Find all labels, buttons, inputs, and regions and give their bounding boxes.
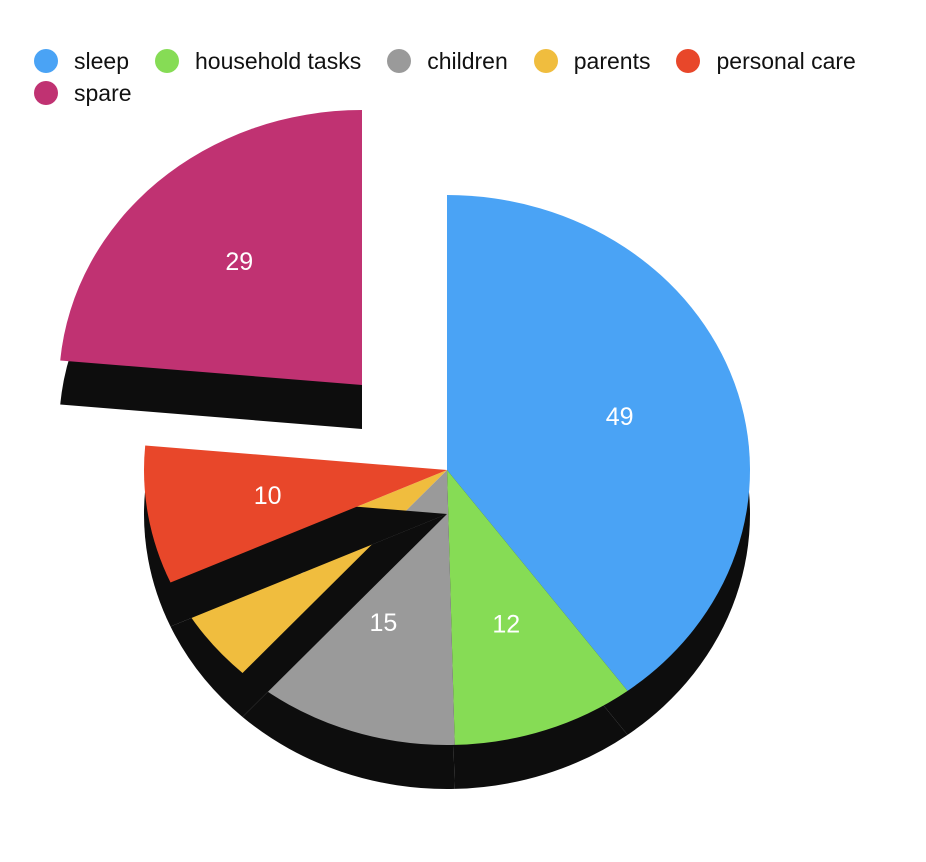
legend-label: spare [74, 79, 132, 106]
legend-label: children [427, 47, 508, 74]
legend-marker-icon [533, 49, 558, 73]
slice-personal-care[interactable]: 10 [144, 445, 447, 627]
legend-item-household-tasks[interactable]: household tasks [154, 47, 362, 74]
slice-spare[interactable]: 29 [60, 110, 362, 429]
slice-sleep[interactable]: 49 [447, 195, 751, 735]
data-label: 12 [492, 611, 520, 639]
legend-marker-icon [154, 49, 179, 73]
legend: sleep household tasks children parents perso… [34, 48, 914, 106]
slice-top [60, 110, 362, 385]
legend-label: parents [573, 47, 651, 74]
slice-top [447, 195, 751, 691]
legend-item-personal-care[interactable]: personal care [676, 47, 856, 74]
data-label: 15 [369, 609, 397, 637]
legend-marker-icon [34, 49, 58, 73]
legend-marker-icon [387, 49, 412, 73]
legend-item-spare[interactable]: spare [34, 80, 132, 106]
legend-label: sleep [74, 47, 129, 74]
slice-top [144, 445, 447, 583]
slice-top [447, 470, 628, 745]
data-label: 49 [606, 403, 634, 431]
legend-marker-icon [34, 81, 58, 105]
legend-label: household tasks [194, 47, 362, 74]
slice-household-tasks[interactable]: 12 [447, 470, 628, 789]
legend-item-parents[interactable]: parents [533, 47, 651, 74]
legend-marker-icon [676, 49, 701, 73]
legend-item-children[interactable]: children [387, 48, 508, 74]
legend-item-sleep[interactable]: sleep [34, 48, 129, 74]
data-label: 10 [254, 482, 282, 510]
data-label: 29 [225, 248, 253, 276]
legend-label: personal care [716, 47, 856, 74]
